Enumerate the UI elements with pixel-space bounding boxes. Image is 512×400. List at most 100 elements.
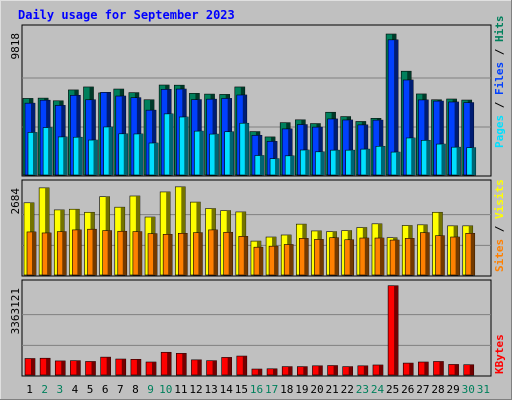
visits-bar-shade <box>45 187 50 275</box>
sites-bar-shade <box>455 237 460 275</box>
kbytes-bar-shade <box>106 357 111 375</box>
legend-sep: / <box>493 95 506 115</box>
kbytes-bar-shade <box>227 357 232 375</box>
sites-bar-shade <box>319 239 324 275</box>
kbytes-bar-shade <box>439 361 444 375</box>
kbytes-bar-shade <box>167 352 172 375</box>
pages-bar-shade <box>214 134 219 175</box>
axis-max-label: 2684 <box>9 188 22 215</box>
pages-bar-shade <box>365 149 370 175</box>
legend-files: Files <box>493 62 506 95</box>
day-label: 15 <box>235 383 248 396</box>
day-label: 31 <box>477 383 490 396</box>
pages-bar-shade <box>456 147 461 175</box>
sites-bar-shade <box>213 229 218 275</box>
kbytes-bar-shade <box>409 363 414 375</box>
kbytes-bar-shade <box>378 364 383 375</box>
kbytes-bar-shade <box>182 353 187 375</box>
pages-bar-shade <box>154 143 159 175</box>
pages-bar-shade <box>471 147 476 175</box>
sites-bar-shade <box>107 230 112 275</box>
files-bar-shade <box>318 127 323 175</box>
day-label: 23 <box>356 383 369 396</box>
day-label: 25 <box>386 383 399 396</box>
pages-bar-shade <box>411 137 416 175</box>
files-bar-shade <box>348 119 353 175</box>
sites-bar-shade <box>258 247 263 275</box>
sites-bar-shade <box>304 238 309 275</box>
legend-pages: Pages <box>493 115 506 148</box>
sites-bar-shade <box>198 232 203 275</box>
pages-bar-shade <box>229 131 234 175</box>
legend-visits-sites: Sites / Visits <box>493 179 506 272</box>
kbytes-bar-shade <box>76 360 81 375</box>
pages-bar-shade <box>396 152 401 175</box>
day-label: 19 <box>295 383 308 396</box>
day-label: 20 <box>310 383 323 396</box>
legend-hits-files-pages-text: Pages / Files / Hits <box>493 16 506 149</box>
sites-bar-shade <box>168 234 173 275</box>
sites-bar-shade <box>364 238 369 275</box>
day-label: 9 <box>147 383 154 396</box>
files-bar-shade <box>454 101 459 175</box>
axis-max-label: 9818 <box>9 33 22 60</box>
pages-bar-shade <box>305 150 310 175</box>
sites-bar-shade <box>92 229 97 275</box>
day-label: 28 <box>431 383 444 396</box>
sites-bar-shade <box>32 231 36 275</box>
legend-hits: Hits <box>493 16 506 43</box>
sites-bar-shade <box>183 233 188 275</box>
kbytes-bar-shade <box>363 365 368 375</box>
day-label: 6 <box>102 383 109 396</box>
day-label: 16 <box>250 383 263 396</box>
sites-bar-shade <box>47 232 52 275</box>
legend-kbytes: KBytes <box>493 334 506 374</box>
visits-bar-shade <box>166 191 171 275</box>
files-bar-shade <box>424 99 429 175</box>
day-label: 4 <box>72 383 79 396</box>
sites-bar-shade <box>425 232 430 275</box>
sites-bar-shade <box>440 235 445 275</box>
kbytes-bar-shade <box>31 358 35 375</box>
day-label: 14 <box>220 383 234 396</box>
pages-bar-shade <box>275 158 280 175</box>
sites-bar-shade <box>137 231 142 275</box>
panel-frame <box>21 24 492 177</box>
legend-kbytes-text: KBytes <box>493 334 506 374</box>
kbytes-bar-shade <box>242 356 247 375</box>
sites-bar-shade <box>153 233 158 275</box>
files-bar-shade <box>439 101 444 175</box>
day-label: 17 <box>265 383 278 396</box>
pages-bar-shade <box>290 155 295 175</box>
day-label: 21 <box>326 383 339 396</box>
sites-bar-shade <box>395 240 400 275</box>
day-label: 12 <box>189 383 202 396</box>
kbytes-bar-shade <box>197 359 202 375</box>
pages-bar-shade <box>199 131 204 175</box>
sites-bar-shade <box>410 238 415 275</box>
chart-title: Daily usage for September 2023 <box>18 8 235 22</box>
files-bar-shade <box>409 79 414 175</box>
pages-bar-shade <box>123 133 128 175</box>
day-axis-labels: 1 2 3 4 5 6 7 8 9 10 11 12 13 14 15 16 17 18 19 20 21 22 23 24 2… <box>26 383 490 396</box>
sites-bar-shade <box>334 237 339 275</box>
legend-sites: Sites <box>493 239 506 272</box>
kbytes-bar-shade <box>303 366 308 375</box>
kbytes-bar-shade <box>318 365 323 375</box>
pages-bar-shade <box>108 126 113 175</box>
kbytes-bar-shade <box>424 362 429 375</box>
day-label: 22 <box>341 383 354 396</box>
kbytes-bar-shade <box>273 368 278 375</box>
sites-bar-shade <box>228 232 233 275</box>
files-bar-shade <box>394 39 399 175</box>
sites-bar-shade <box>122 231 127 275</box>
day-label: 29 <box>447 383 460 396</box>
pages-bar-shade <box>244 123 249 175</box>
kbytes-bar-shade <box>212 360 217 375</box>
day-label: 5 <box>87 383 94 396</box>
legend-sep: / <box>493 219 506 239</box>
day-label: 18 <box>280 383 293 396</box>
kbytes-bar-shade <box>152 362 157 375</box>
